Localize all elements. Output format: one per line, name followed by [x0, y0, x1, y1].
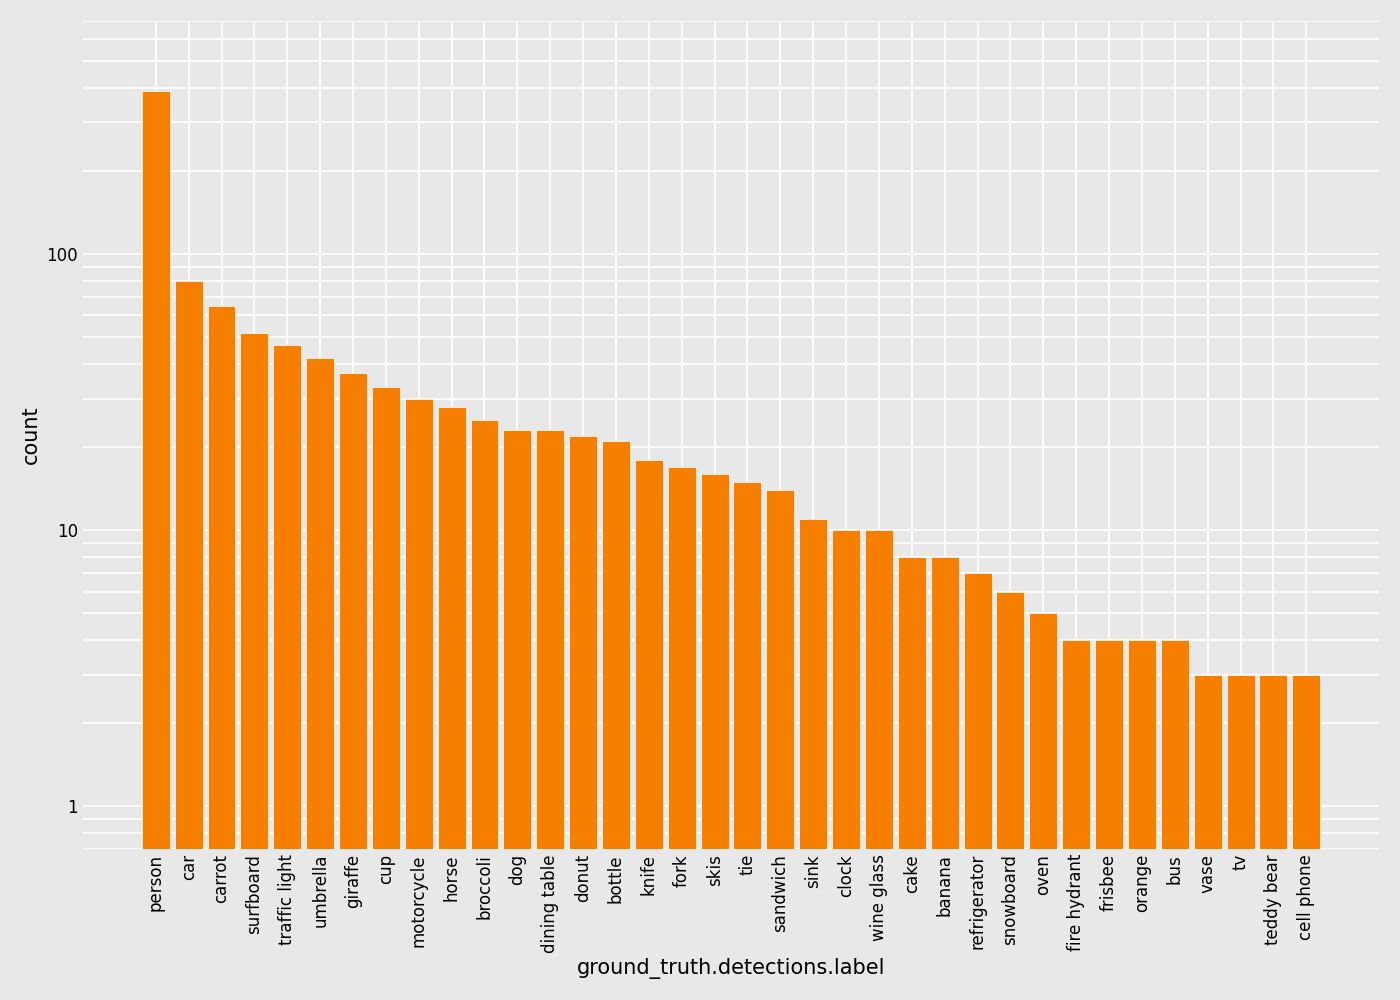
Bar: [1029, 613, 1057, 1000]
Bar: [207, 306, 235, 1000]
Bar: [241, 333, 269, 1000]
Bar: [897, 557, 925, 1000]
Bar: [307, 358, 335, 1000]
Bar: [405, 399, 433, 1000]
Bar: [963, 573, 991, 1000]
Bar: [438, 407, 466, 1000]
Bar: [799, 519, 827, 1000]
Bar: [141, 91, 169, 1000]
Bar: [997, 592, 1025, 1000]
Bar: [273, 345, 301, 1000]
Bar: [372, 387, 400, 1000]
Bar: [570, 436, 596, 1000]
Bar: [1095, 640, 1123, 1000]
Bar: [1260, 675, 1288, 1000]
Bar: [668, 467, 696, 1000]
Bar: [175, 281, 203, 1000]
Bar: [931, 557, 959, 1000]
Bar: [1063, 640, 1091, 1000]
Bar: [536, 430, 564, 1000]
Bar: [1128, 640, 1156, 1000]
Bar: [470, 420, 498, 1000]
Bar: [734, 482, 762, 1000]
Bar: [1226, 675, 1254, 1000]
Bar: [766, 490, 794, 1000]
Bar: [602, 441, 630, 1000]
Bar: [634, 460, 662, 1000]
Bar: [1194, 675, 1222, 1000]
X-axis label: ground_truth.detections.label: ground_truth.detections.label: [577, 958, 885, 979]
Bar: [1292, 675, 1320, 1000]
Bar: [700, 474, 728, 1000]
Bar: [832, 530, 860, 1000]
Bar: [504, 430, 532, 1000]
Bar: [865, 530, 893, 1000]
Bar: [1161, 640, 1189, 1000]
Bar: [339, 373, 367, 1000]
Y-axis label: count: count: [21, 406, 41, 464]
